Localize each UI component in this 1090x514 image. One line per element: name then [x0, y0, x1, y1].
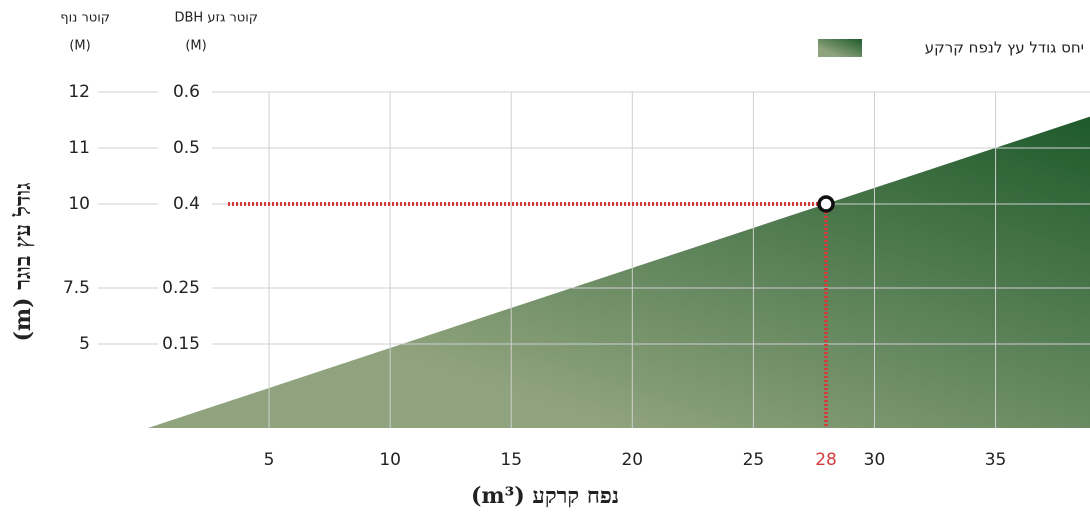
canopy-unit: (M)	[69, 39, 90, 54]
y-axis-title: גודל עץ בוגר (m)	[10, 182, 36, 341]
x-tick-label: 5	[264, 450, 275, 470]
dbh-tick-label: 0.15	[162, 334, 200, 354]
x-tick-label: 35	[985, 450, 1007, 470]
canopy-tick-label: 10	[68, 194, 90, 214]
dbh-unit: (M)	[185, 39, 206, 54]
canopy-tick-label: 12	[68, 82, 90, 102]
plot-layer	[98, 91, 1090, 428]
dbh-tick-label: 0.4	[173, 194, 200, 214]
point	[817, 195, 835, 213]
x-tick-label: 25	[743, 450, 765, 470]
canopy-tick-label: 5	[79, 334, 90, 354]
dbh-tick-label: 0.6	[173, 82, 200, 102]
canopy-header: קוטר נוף	[60, 11, 110, 26]
area	[148, 116, 1090, 428]
canopy-tick-label: 11	[68, 138, 90, 158]
x-tick-label: 30	[864, 450, 886, 470]
canopy-tick-label: 7.5	[63, 278, 90, 298]
dbh-tick-label: 0.5	[173, 138, 200, 158]
highlight-x-label: 28	[815, 450, 837, 470]
x-tick-label: 20	[621, 450, 643, 470]
x-tick-label: 15	[500, 450, 522, 470]
dbh-header: קוטר גזע DBH	[174, 11, 258, 26]
x-axis-title: נפח קרקע (m³)	[471, 483, 619, 509]
x-tick-label: 10	[379, 450, 401, 470]
dbh-tick-label: 0.25	[162, 278, 200, 298]
legend-swatch	[818, 39, 862, 57]
legend-label: יחס גודל עץ לנפח קרקע	[925, 39, 1084, 57]
